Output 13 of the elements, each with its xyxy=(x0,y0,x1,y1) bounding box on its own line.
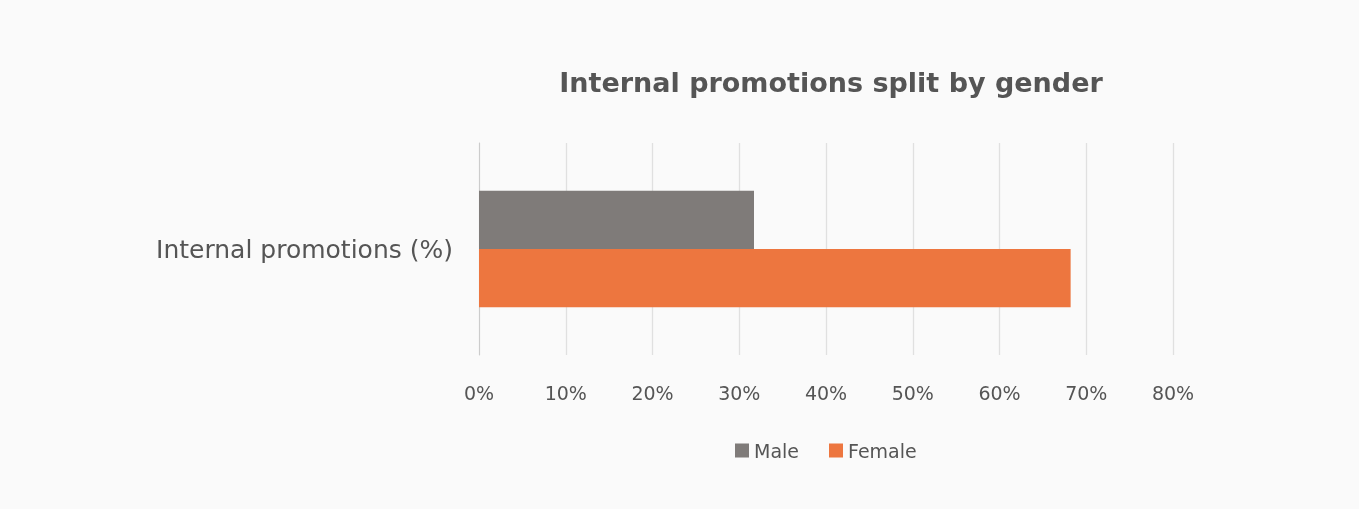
y-tick-label: Internal promotions (%) xyxy=(156,234,453,264)
legend-label: Female xyxy=(848,439,917,462)
x-tick-label: 30% xyxy=(718,381,761,404)
x-tick-label: 0% xyxy=(463,381,495,404)
x-tick-label: 80% xyxy=(1151,381,1195,404)
legend-label: Male xyxy=(754,439,800,462)
x-tick-label: 50% xyxy=(891,381,934,404)
x-tick-label: 10% xyxy=(544,381,587,404)
x-tick-label: 70% xyxy=(1065,381,1108,404)
x-tick-label: 40% xyxy=(804,381,848,404)
x-tick-label: 20% xyxy=(631,381,674,404)
x-tick-label: 60% xyxy=(978,381,1021,404)
chart-title: Internal promotions split by gender xyxy=(559,67,1104,98)
